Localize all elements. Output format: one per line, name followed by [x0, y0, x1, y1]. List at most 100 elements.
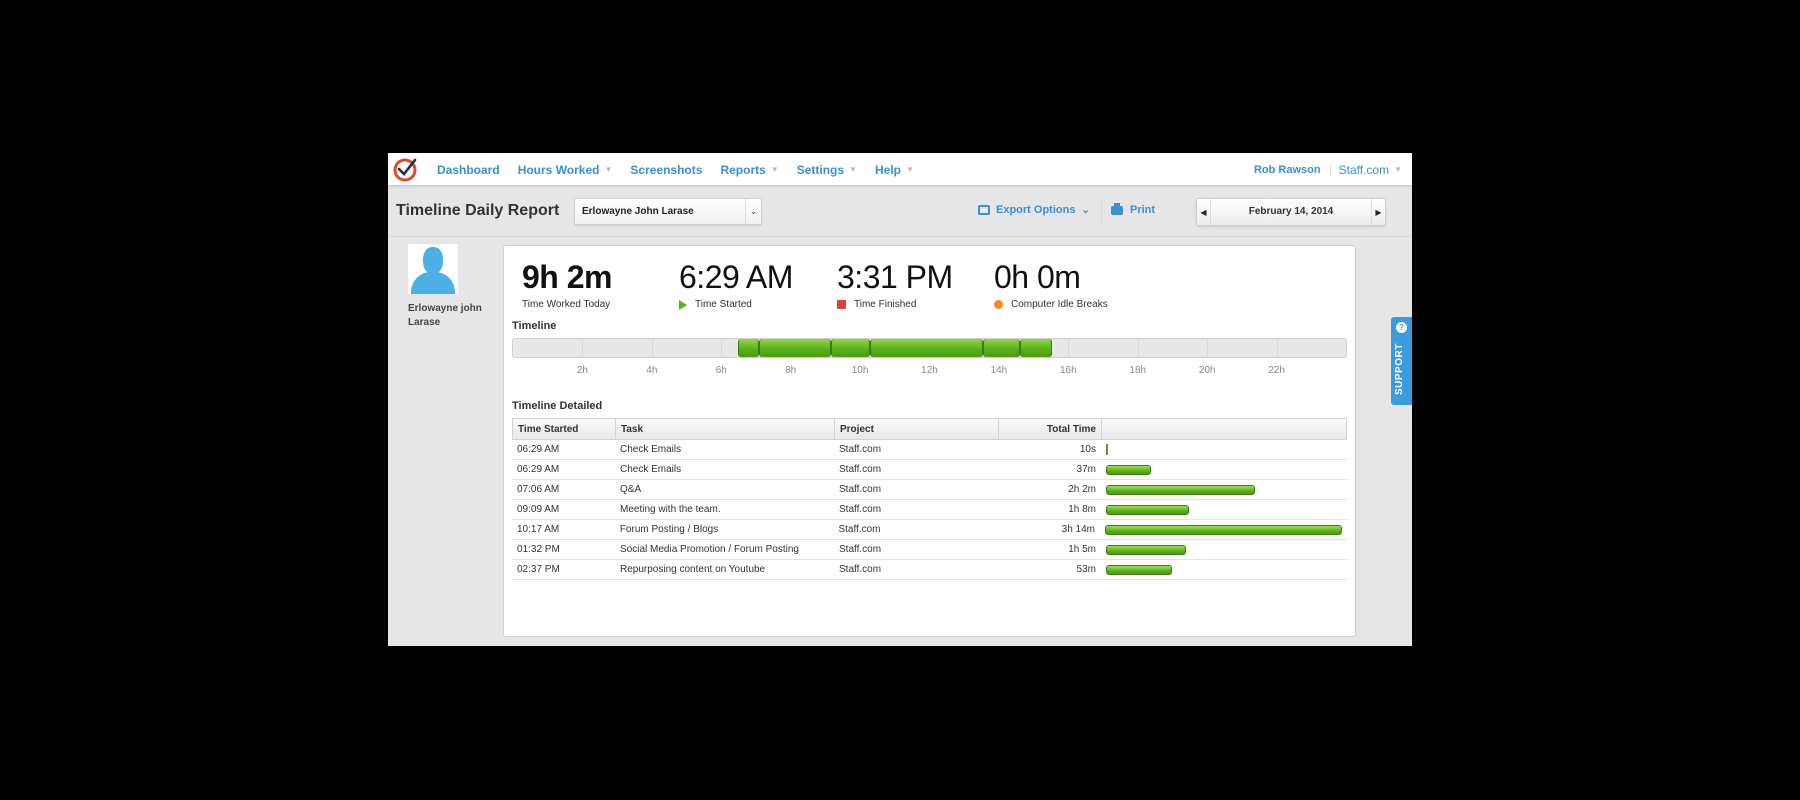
app-window: Dashboard Hours Worked ▼ Screenshots Reports… [388, 153, 1412, 646]
user-select-value: Erlowayne John Larase [582, 206, 694, 217]
col-task[interactable]: Task [616, 419, 835, 439]
cell-time-started: 06:29 AM [517, 444, 560, 455]
duration-bar [1105, 524, 1342, 535]
print-label: Print [1130, 204, 1156, 216]
nav-item-settings[interactable]: Settings ▼ [797, 163, 857, 177]
duration-bar [1106, 484, 1255, 495]
print-button[interactable]: Print [1111, 202, 1156, 216]
cell-total-time: 53m [1076, 564, 1096, 575]
cell-project: Staff.com [839, 464, 882, 475]
timeline-tick-label: 6h [715, 365, 727, 376]
table-row[interactable]: 02:37 PM Repurposing content on Youtube St… [512, 560, 1347, 580]
nav-item-screenshots[interactable]: Screenshots [630, 163, 702, 177]
cell-project: Staff.com [839, 444, 882, 455]
cell-duration-bar [1101, 564, 1347, 575]
timeline-gridline [1276, 339, 1278, 357]
col-total-time[interactable]: Total Time [999, 419, 1102, 439]
timeline-segment[interactable] [830, 339, 870, 357]
cell-time-started: 01:32 PM [517, 544, 560, 555]
timeline-gridline [651, 339, 653, 357]
stat-label-text: Time Started [695, 299, 752, 310]
timeline-segment[interactable] [1020, 339, 1052, 357]
timeline-segment[interactable] [982, 339, 1021, 357]
timeline-bar[interactable] [512, 338, 1347, 358]
cell-duration-bar [1101, 544, 1347, 555]
table-row[interactable]: 07:06 AM Q&A Staff.com 2h 2m [512, 480, 1347, 500]
table-row[interactable]: 06:29 AM Check Emails Staff.com 10s [512, 440, 1347, 460]
nav-item-help[interactable]: Help ▼ [875, 163, 914, 177]
support-tab[interactable]: ? SUPPORT [1391, 317, 1412, 405]
chevron-down-icon: ▼ [770, 165, 779, 174]
idle-clock-icon [994, 300, 1003, 309]
date-navigator: ◀ February 14, 2014 ▶ [1196, 198, 1386, 226]
date-label[interactable]: February 14, 2014 [1248, 206, 1334, 217]
timeline-segment[interactable] [869, 339, 983, 357]
timeline-gridline [721, 339, 723, 357]
play-icon [679, 299, 687, 310]
user-name-link[interactable]: Rob Rawson [1254, 163, 1331, 176]
cell-project: Staff.com [839, 484, 882, 495]
stat-time-finished: 3:31 PM Time Finished [837, 258, 953, 310]
prev-day-button[interactable]: ◀ [1197, 199, 1211, 225]
chevron-down-icon: ▼ [905, 165, 914, 174]
nav-item-label: Screenshots [630, 162, 703, 177]
avatar-silhouette-icon [423, 247, 443, 274]
next-day-button[interactable]: ▶ [1371, 199, 1385, 225]
avatar-body [411, 272, 455, 294]
stat-label-text: Time Finished [854, 299, 917, 310]
cell-task: Repurposing content on Youtube [620, 564, 766, 575]
nav-item-label: Hours Worked [517, 162, 600, 177]
nav-menu: Dashboard Hours Worked ▼ Screenshots Reports… [437, 153, 932, 186]
export-options-button[interactable]: Export Options ⌄ [978, 204, 1090, 216]
cell-duration-bar [1100, 524, 1347, 535]
table-row[interactable]: 01:32 PM Social Media Promotion / Forum P… [512, 540, 1347, 560]
cell-time-started: 06:29 AM [517, 464, 560, 475]
col-time-started[interactable]: Time Started [513, 419, 616, 439]
nav-item-dashboard[interactable]: Dashboard [437, 163, 500, 177]
nav-item-label: Reports [720, 162, 766, 177]
stat-label-text: Computer Idle Breaks [1011, 299, 1108, 310]
cell-time-started: 09:09 AM [517, 504, 560, 515]
cell-total-time: 2h 2m [1068, 484, 1096, 495]
export-icon [978, 205, 990, 215]
report-card: 9h 2m Time Worked Today 6:29 AM Time Sta… [503, 245, 1356, 637]
page-title: Timeline Daily Report [396, 202, 560, 219]
chevron-down-icon: ▼ [849, 165, 857, 174]
table-row[interactable]: 06:29 AM Check Emails Staff.com 37m [512, 460, 1347, 480]
clock-check-icon[interactable] [393, 157, 418, 182]
cell-task: Q&A [620, 484, 642, 495]
cell-time-started: 02:37 PM [517, 564, 560, 575]
divider [1101, 199, 1102, 225]
cell-project: Staff.com [838, 524, 881, 535]
table-row[interactable]: 10:17 AM Forum Posting / Blogs Staff.com 3h… [512, 520, 1347, 540]
stat-value: 6:29 AM [679, 259, 793, 295]
cell-total-time: 1h 8m [1068, 504, 1096, 515]
timeline-segment[interactable] [759, 339, 831, 357]
chevron-down-icon[interactable]: ⌄ [745, 199, 761, 224]
nav-item-reports[interactable]: Reports ▼ [720, 163, 778, 177]
timeline-tick-label: 8h [785, 365, 797, 376]
nav-item-label: Help [874, 162, 901, 177]
table-row[interactable]: 09:09 AM Meeting with the team. Staff.com 1… [512, 500, 1347, 520]
stat-value: 9h 2m [522, 259, 612, 295]
timeline-segment[interactable] [738, 339, 760, 357]
company-label: Staff.com [1338, 162, 1390, 177]
nav-right: Rob Rawson Staff.com ▼ [1254, 153, 1402, 186]
table-header: Time Started Task Project Total Time [512, 418, 1347, 440]
cell-project: Staff.com [839, 544, 882, 555]
duration-bar [1106, 464, 1151, 475]
timeline-tick-label: 10h [851, 365, 869, 376]
stat-label-text: Time Worked Today [522, 299, 611, 310]
nav-item-hours-worked[interactable]: Hours Worked ▼ [518, 163, 613, 177]
timeline-tick-label: 14h [990, 365, 1008, 376]
cell-total-time: 10s [1079, 444, 1096, 455]
timeline-gridline [1068, 339, 1070, 357]
help-icon: ? [1396, 322, 1407, 333]
company-menu[interactable]: Staff.com ▼ [1331, 163, 1402, 177]
user-select[interactable]: Erlowayne John Larase ⌄ [574, 198, 762, 225]
timeline-tick-label: 12h [921, 365, 938, 376]
top-nav: Dashboard Hours Worked ▼ Screenshots Reports… [388, 153, 1412, 186]
avatar [408, 244, 458, 294]
col-project[interactable]: Project [835, 419, 999, 439]
cell-duration-bar [1101, 444, 1347, 455]
